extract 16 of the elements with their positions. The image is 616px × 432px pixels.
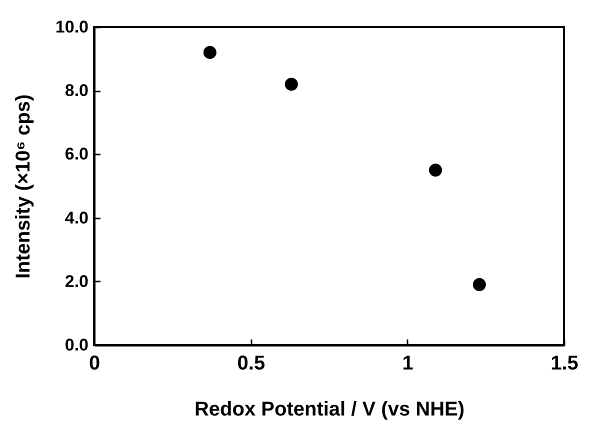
point (429, 164, 442, 177)
y-tick-label: 2.0 (64, 272, 88, 291)
y-tick-label: 0.0 (64, 336, 88, 354)
x-tick-label: 1 (402, 352, 414, 374)
y-tick-label: 6.0 (64, 144, 88, 164)
point (284, 78, 298, 91)
x-tick-label: 1.5 (550, 352, 578, 374)
point (203, 46, 216, 59)
x-tick-label: 0 (88, 352, 100, 374)
x-tick-label: 0.5 (237, 352, 266, 374)
y-tick-label: 10.0 (55, 18, 88, 36)
y-tick-label: 8.0 (64, 81, 88, 100)
x-axis-title: Redox Potential / V (vs NHE) (194, 398, 465, 420)
y-tick-label: 4.0 (64, 208, 88, 228)
point (472, 278, 486, 292)
y-axis-title: Intensity (×10⁶ cps) (12, 94, 34, 279)
